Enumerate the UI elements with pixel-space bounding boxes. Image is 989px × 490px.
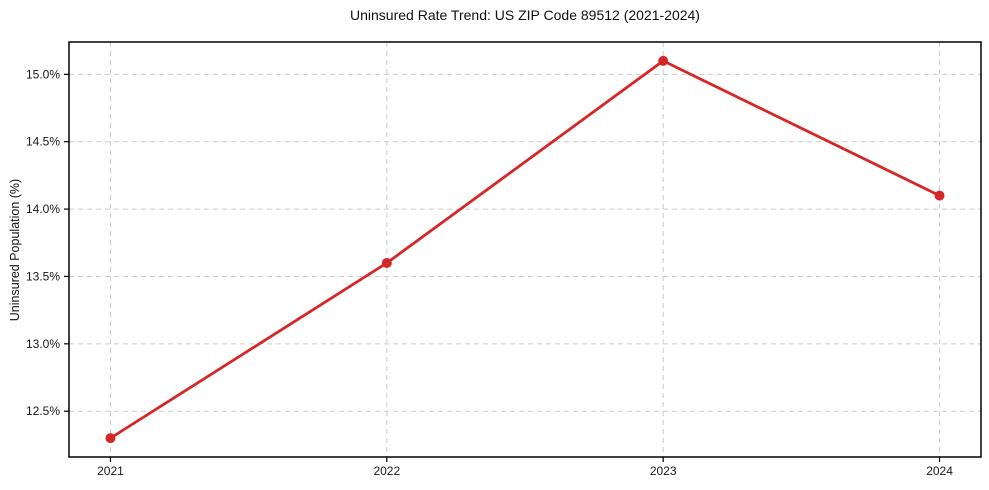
y-tick-label: 15.0% — [26, 67, 60, 81]
x-tick-label: 2021 — [97, 464, 124, 478]
x-tick-label: 2022 — [373, 464, 400, 478]
x-tick-label: 2023 — [650, 464, 677, 478]
data-point — [381, 257, 392, 268]
chart-title: Uninsured Rate Trend: US ZIP Code 89512 … — [350, 7, 700, 23]
data-point — [105, 433, 116, 444]
x-tick-label: 2024 — [926, 464, 953, 478]
data-point — [934, 190, 945, 201]
y-tick-label: 13.5% — [26, 269, 60, 283]
trend-line — [109, 59, 941, 440]
y-tick-label: 13.0% — [26, 337, 60, 351]
plot-border — [68, 41, 982, 458]
y-tick-label: 14.0% — [26, 202, 60, 216]
data-point — [658, 55, 669, 66]
y-tick-label: 14.5% — [26, 135, 60, 149]
y-tick-label: 12.5% — [26, 404, 60, 418]
